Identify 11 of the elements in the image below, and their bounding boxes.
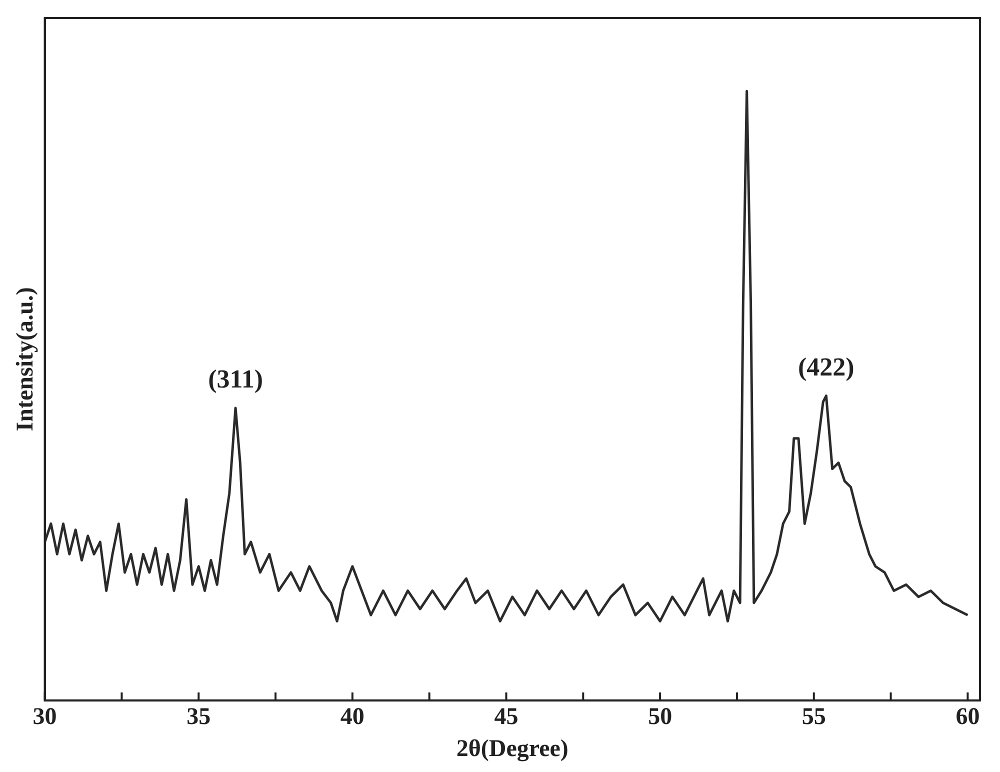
annotation: (422) <box>798 352 854 382</box>
x-tick-label: 55 <box>802 704 826 730</box>
x-tick-label: 45 <box>494 704 518 730</box>
y-axis-title: Intensity(a.u.) <box>12 287 39 432</box>
x-tick-label: 50 <box>648 704 672 730</box>
annotation: (311) <box>208 364 263 394</box>
x-tick-label: 35 <box>186 704 211 730</box>
x-tick-label: 30 <box>32 704 57 730</box>
x-axis-title: 2θ(Degree) <box>456 736 568 762</box>
x-tick-label: 40 <box>340 704 364 730</box>
x-tick-label: 60 <box>956 704 980 730</box>
